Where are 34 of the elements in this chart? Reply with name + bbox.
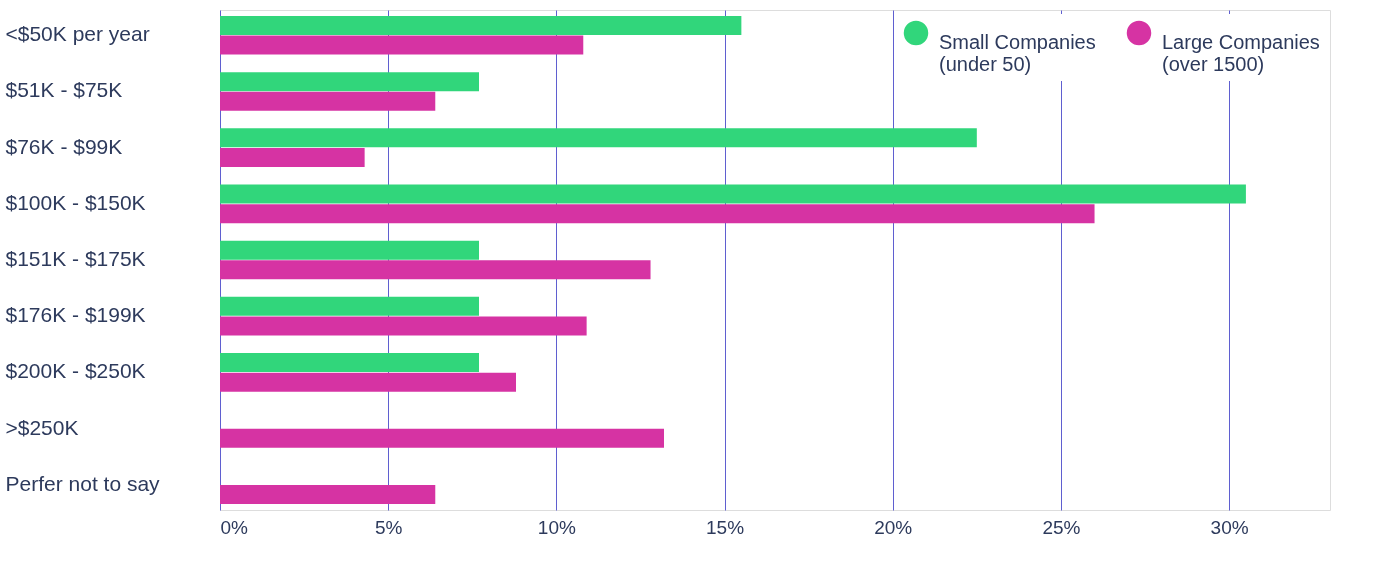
bar [220,91,436,111]
y-tick-label: $176K - $199K [5,303,146,327]
bar [220,15,742,35]
x-tick-label: 0% [220,516,249,538]
y-tick-label: <$50K per year [5,22,150,46]
bar [220,128,977,148]
x-tick-label: 25% [1042,516,1081,538]
x-tick-label: 20% [874,516,913,538]
y-tick-label: $76K - $99K [5,134,123,158]
x-tick-label: 30% [1210,516,1249,538]
y-tick-label: $51K - $75K [5,78,123,102]
bar [220,260,651,280]
bar [220,184,1246,204]
legend-label: Large Companies (over 1500) [1162,31,1320,75]
bar [220,316,587,336]
bar [220,204,1095,224]
y-tick-label: $151K - $175K [5,247,146,270]
bar [220,485,436,505]
y-tick-label: Perfer not to say [5,471,161,495]
bar [220,428,664,448]
bar [220,296,479,316]
y-tick-label: $100K - $150K [5,190,146,214]
y-tick-label: $200K - $250K [5,359,146,383]
legend-label: Small Companies (under 50) [939,31,1096,75]
bar [220,372,516,392]
bar [220,35,584,55]
bar [220,72,479,92]
bar [220,353,479,373]
bar [220,147,365,167]
bar [220,240,479,260]
x-tick-label: 15% [706,516,745,538]
y-tick-label: >$250K [5,415,79,439]
x-tick-label: 5% [374,516,403,538]
x-tick-label: 10% [537,516,576,538]
